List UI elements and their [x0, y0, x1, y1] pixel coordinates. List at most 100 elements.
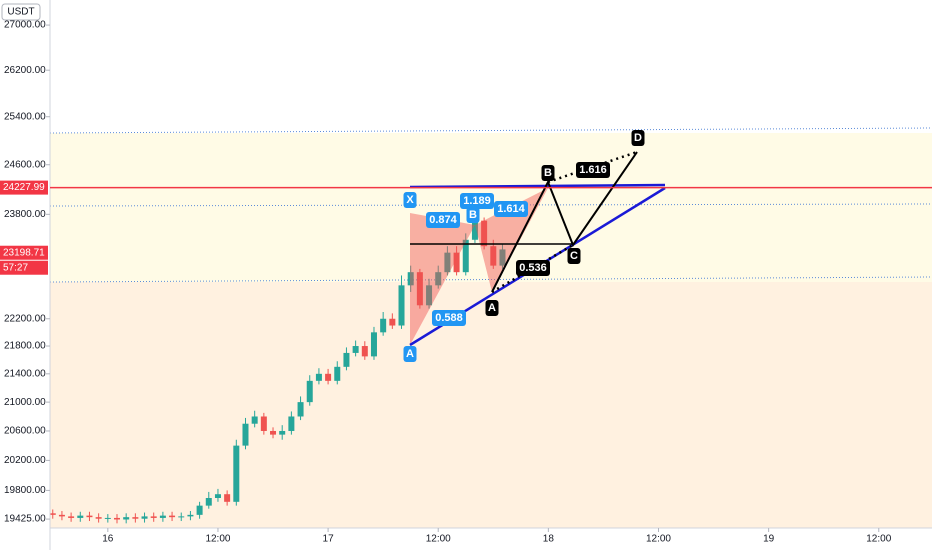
- candle-body: [260, 416, 267, 431]
- candle-body: [407, 272, 414, 286]
- candle-body: [334, 366, 341, 381]
- candle-body: [481, 220, 488, 247]
- x-tick-label: 12:00: [426, 534, 451, 545]
- candle-body: [352, 346, 359, 353]
- price-label-bg: [0, 245, 48, 260]
- countdown: 57:27: [3, 262, 28, 273]
- y-tick-label: 19800.00: [4, 485, 46, 496]
- candle-body: [49, 513, 56, 515]
- candle-body: [178, 516, 185, 518]
- candle-body: [214, 494, 221, 499]
- candle-body: [435, 272, 442, 286]
- annotation-label: A: [406, 348, 414, 360]
- dotted-level: [49, 127, 932, 134]
- annotation-box: [466, 207, 480, 223]
- x-tick-label: 17: [323, 534, 335, 545]
- annotation-box: [403, 192, 417, 208]
- currency-badge: [1, 3, 41, 21]
- candle-body: [306, 380, 313, 403]
- dotted-leg: [547, 150, 638, 184]
- candle-body: [159, 515, 166, 518]
- annotation-label: D: [634, 132, 642, 144]
- candle-body: [224, 494, 231, 502]
- x-tick-label: 19: [763, 534, 775, 545]
- y-tick-label: 20600.00: [4, 426, 46, 437]
- candle-body: [132, 517, 139, 519]
- abcd-line: [491, 151, 638, 293]
- countdown-bg: [0, 260, 48, 275]
- annotation-box: [516, 260, 550, 276]
- annotation-label: X: [406, 194, 414, 206]
- candle-body: [150, 516, 157, 518]
- candle-body: [141, 516, 148, 519]
- y-tick-label: 23800.00: [4, 209, 46, 220]
- candle-body: [104, 517, 111, 519]
- candle-body: [325, 373, 332, 381]
- annotation-box: [460, 193, 494, 209]
- candle-body: [242, 423, 249, 446]
- annotation-label: B: [469, 209, 477, 221]
- y-tick-label: 22200.00: [4, 313, 46, 324]
- x-tick-label: 12:00: [866, 534, 891, 545]
- y-tick-label: 20200.00: [4, 455, 46, 466]
- y-tick-label: 21000.00: [4, 397, 46, 408]
- x-tick-label: 12:00: [205, 534, 230, 545]
- y-tick-label: 21400.00: [4, 368, 46, 379]
- candle-body: [169, 515, 176, 518]
- annotation-box: [631, 130, 645, 146]
- annotation-label: C: [570, 250, 578, 262]
- x-tick-label: 18: [543, 534, 555, 545]
- y-tick-label: 21800.00: [4, 341, 46, 352]
- candle-body: [187, 514, 194, 517]
- candle-body: [95, 517, 102, 519]
- candle-body: [270, 430, 277, 435]
- annotation-box: [403, 346, 417, 362]
- candle-body: [389, 318, 396, 326]
- annotation-box: [494, 201, 528, 217]
- candle-body: [398, 285, 405, 326]
- dotted-level: [49, 276, 932, 283]
- pattern-fill: [410, 213, 475, 345]
- candle-body: [490, 246, 497, 266]
- candle-body: [416, 272, 423, 306]
- annotation-box: [576, 162, 610, 178]
- annotation-label: 1.616: [579, 164, 607, 176]
- x-tick-label: 16: [102, 534, 114, 545]
- candle-body: [288, 416, 295, 431]
- annotation-box: [567, 248, 581, 264]
- annotation-box: [426, 212, 460, 228]
- trend-line: [409, 183, 666, 189]
- candle-body: [196, 505, 203, 515]
- annotation-label: 0.536: [519, 262, 547, 274]
- candle-body: [113, 517, 120, 520]
- price-label: 23198.71: [3, 247, 45, 258]
- annotation-label: 0.874: [429, 214, 457, 226]
- candle-body: [279, 430, 286, 435]
- annotation-label: 0.588: [435, 312, 463, 324]
- x-tick-label: 12:00: [646, 534, 671, 545]
- annotation-label: A: [488, 302, 496, 314]
- candle-body: [77, 515, 84, 518]
- candle-body: [58, 514, 65, 517]
- candle-body: [205, 498, 212, 506]
- zone-band: [50, 282, 932, 528]
- price-label: 24227.99: [3, 182, 45, 193]
- annotation-box: [432, 310, 466, 326]
- candle-body: [426, 285, 433, 306]
- y-tick-label: 24600.00: [4, 159, 46, 170]
- price-label-bg: [0, 180, 48, 195]
- y-tick-label: 27000.00: [4, 20, 46, 31]
- annotation-label: 1.614: [497, 203, 525, 215]
- y-tick-label: 25400.00: [4, 111, 46, 122]
- candle-body: [297, 402, 304, 417]
- candle-body: [315, 373, 322, 381]
- dotted-leg: [491, 243, 574, 294]
- annotation-box: [541, 165, 555, 181]
- candle-body: [499, 249, 506, 266]
- y-tick-label: 19425.00: [4, 514, 46, 525]
- annotation-label: 1.189: [463, 195, 491, 207]
- candle-body: [68, 516, 75, 518]
- candle-body: [343, 352, 350, 367]
- candle-body: [86, 515, 93, 518]
